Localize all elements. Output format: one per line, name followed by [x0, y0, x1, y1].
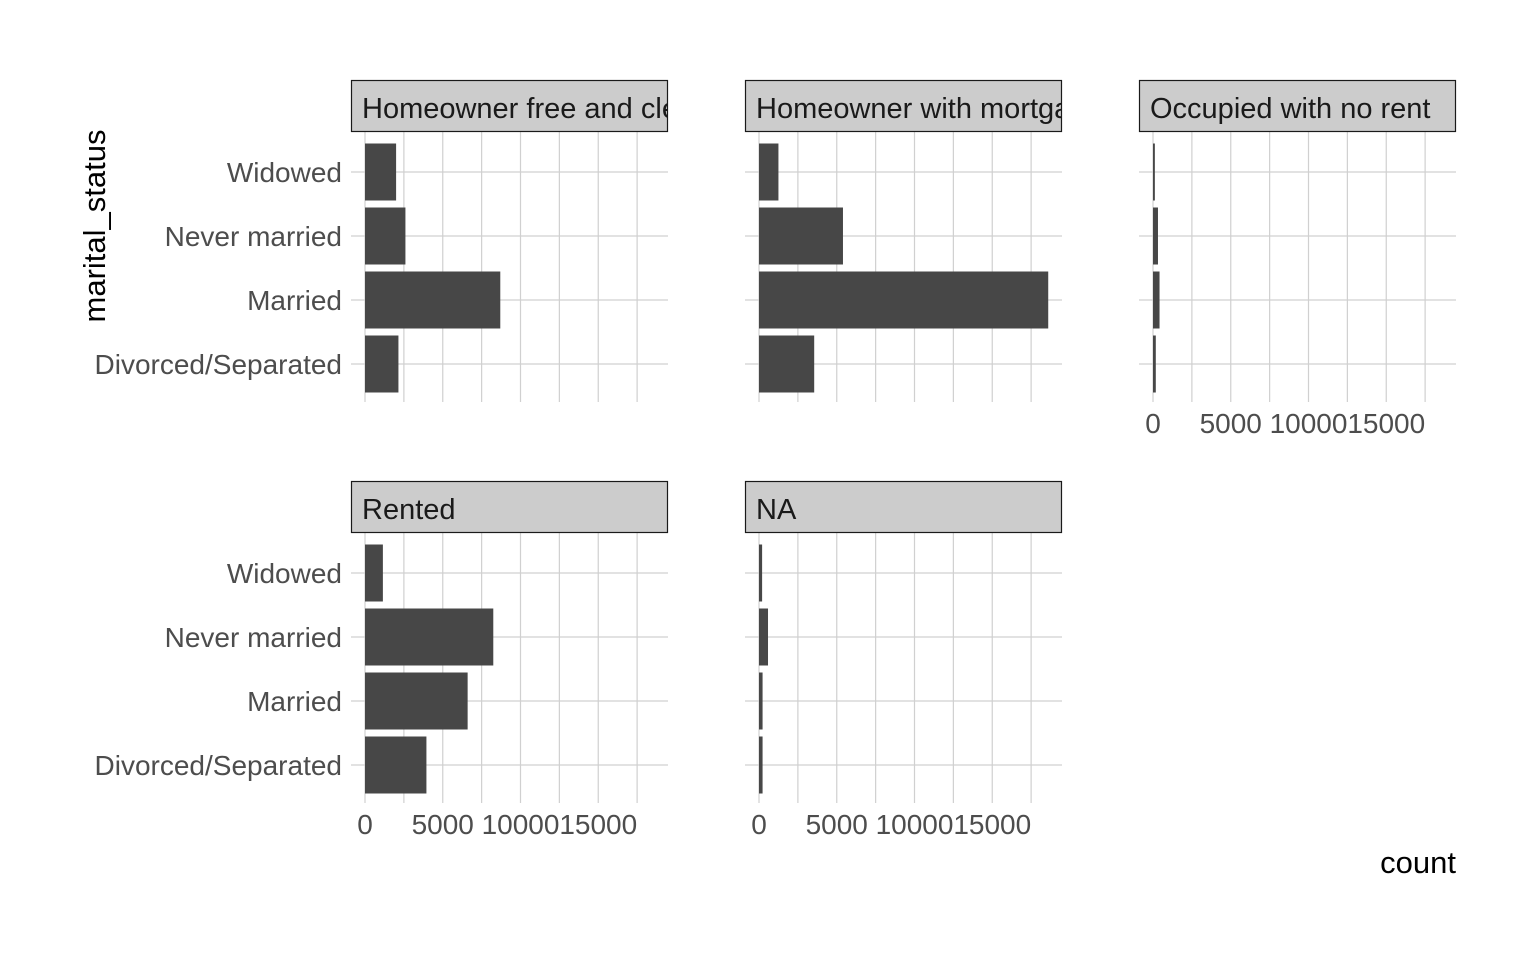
y-tick-label: Married — [247, 686, 342, 717]
bar — [365, 335, 399, 393]
x-tick-label: 0 — [357, 809, 373, 840]
x-tick-label: 15000 — [559, 809, 637, 840]
bar — [1153, 143, 1155, 201]
facet-strip — [1138, 79, 1457, 133]
y-tick-label: Divorced/Separated — [95, 349, 342, 380]
x-tick-label: 5000 — [806, 809, 868, 840]
facet-panel: NA 0 5000 10000 15000 — [744, 480, 1063, 840]
facet-label: Rented — [362, 494, 456, 526]
y-tick-label: Divorced/Separated — [95, 750, 342, 781]
bar — [1153, 335, 1156, 393]
bar — [759, 207, 843, 265]
x-tick-label: 5000 — [412, 809, 474, 840]
x-tick-label: 5000 — [1200, 408, 1262, 439]
facet-label: Homeowner with mortgage — [756, 93, 1103, 125]
x-tick-label: 0 — [1145, 408, 1161, 439]
facet-panel: Homeowner with mortgage — [744, 79, 1103, 402]
facet-strip — [350, 79, 669, 133]
facet-strip — [744, 79, 1063, 133]
bar — [759, 608, 769, 666]
x-tick-label: 10000 — [1270, 408, 1348, 439]
x-tick-label: 10000 — [876, 809, 954, 840]
bar — [365, 271, 501, 329]
facet-panel: Homeowner free and clear Widowed Never mar… — [95, 79, 704, 402]
y-tick-label: Married — [247, 285, 342, 316]
facet-label: Homeowner free and clear — [362, 93, 704, 125]
bar — [759, 544, 763, 602]
bar — [1153, 271, 1160, 329]
facet-label: Occupied with no rent — [1150, 93, 1430, 125]
bar — [759, 335, 815, 393]
bar — [365, 143, 397, 201]
x-tick-label: 0 — [751, 809, 767, 840]
facet-strip — [744, 480, 1063, 534]
x-tick-label: 15000 — [953, 809, 1031, 840]
bar — [365, 672, 468, 730]
y-axis-title: marital_status — [77, 130, 112, 323]
y-tick-label: Never married — [165, 221, 342, 252]
bar — [365, 608, 494, 666]
y-tick-label: Widowed — [227, 558, 342, 589]
facet-panel: Occupied with no rent 0 5000 10000 15000 — [1138, 79, 1457, 439]
facet-label: NA — [756, 494, 797, 526]
y-tick-label: Never married — [165, 622, 342, 653]
x-axis-title: count — [1380, 845, 1456, 880]
bar — [759, 143, 779, 201]
bar — [1153, 207, 1158, 265]
bar — [759, 672, 763, 730]
bar — [365, 736, 427, 794]
bar — [365, 544, 383, 602]
x-tick-label: 10000 — [482, 809, 560, 840]
facet-panel: Rented Widowed Never married Married Divorce… — [95, 480, 669, 840]
bar — [759, 271, 1049, 329]
facet-strip — [350, 480, 669, 534]
bar — [365, 207, 406, 265]
y-tick-label: Widowed — [227, 157, 342, 188]
x-tick-label: 15000 — [1347, 408, 1425, 439]
bar — [759, 736, 763, 794]
